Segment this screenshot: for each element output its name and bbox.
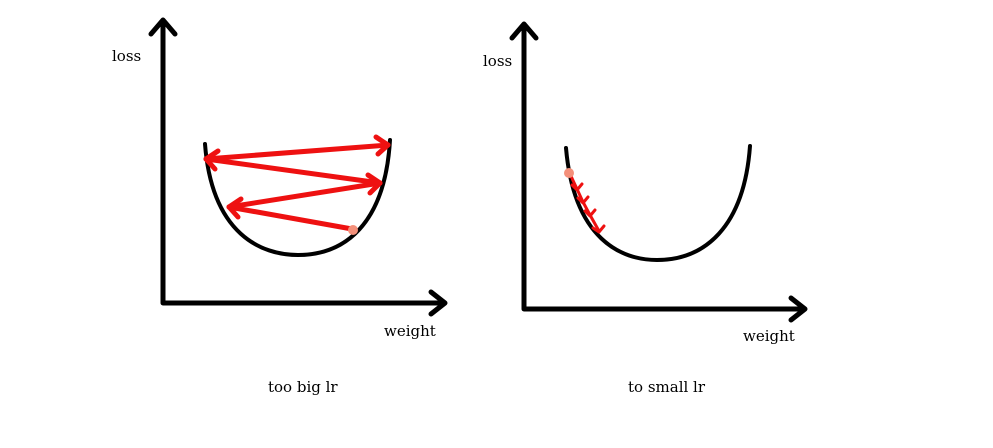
panel-caption: to small lr	[628, 378, 706, 396]
step-arrowhead-3	[583, 208, 597, 218]
step-arrows	[203, 134, 391, 232]
x-axis-label: weight	[384, 322, 436, 340]
y-axis-label: loss	[112, 47, 141, 65]
y-axis-arrowhead	[509, 21, 539, 41]
step-arrowhead-1	[570, 182, 584, 192]
too-small-lr-panel: loss weight to small lr	[483, 21, 808, 396]
too-big-lr-panel: loss weight too big lr	[112, 17, 448, 396]
x-axis-label: weight	[743, 327, 795, 345]
y-axis-label: loss	[483, 52, 512, 70]
step-arrowhead-4	[591, 224, 606, 234]
step-arrow-4	[203, 134, 391, 162]
start-point	[348, 225, 358, 235]
start-point	[564, 168, 574, 178]
loss-curve	[203, 138, 392, 258]
loss-curve	[564, 144, 752, 263]
panel-caption: too big lr	[268, 378, 338, 396]
step-arrowhead-2	[576, 195, 590, 205]
x-axis-arrowhead	[428, 289, 448, 317]
step-arrows	[568, 172, 606, 234]
y-axis-arrowhead	[148, 17, 178, 37]
x-axis-arrowhead	[788, 295, 808, 323]
